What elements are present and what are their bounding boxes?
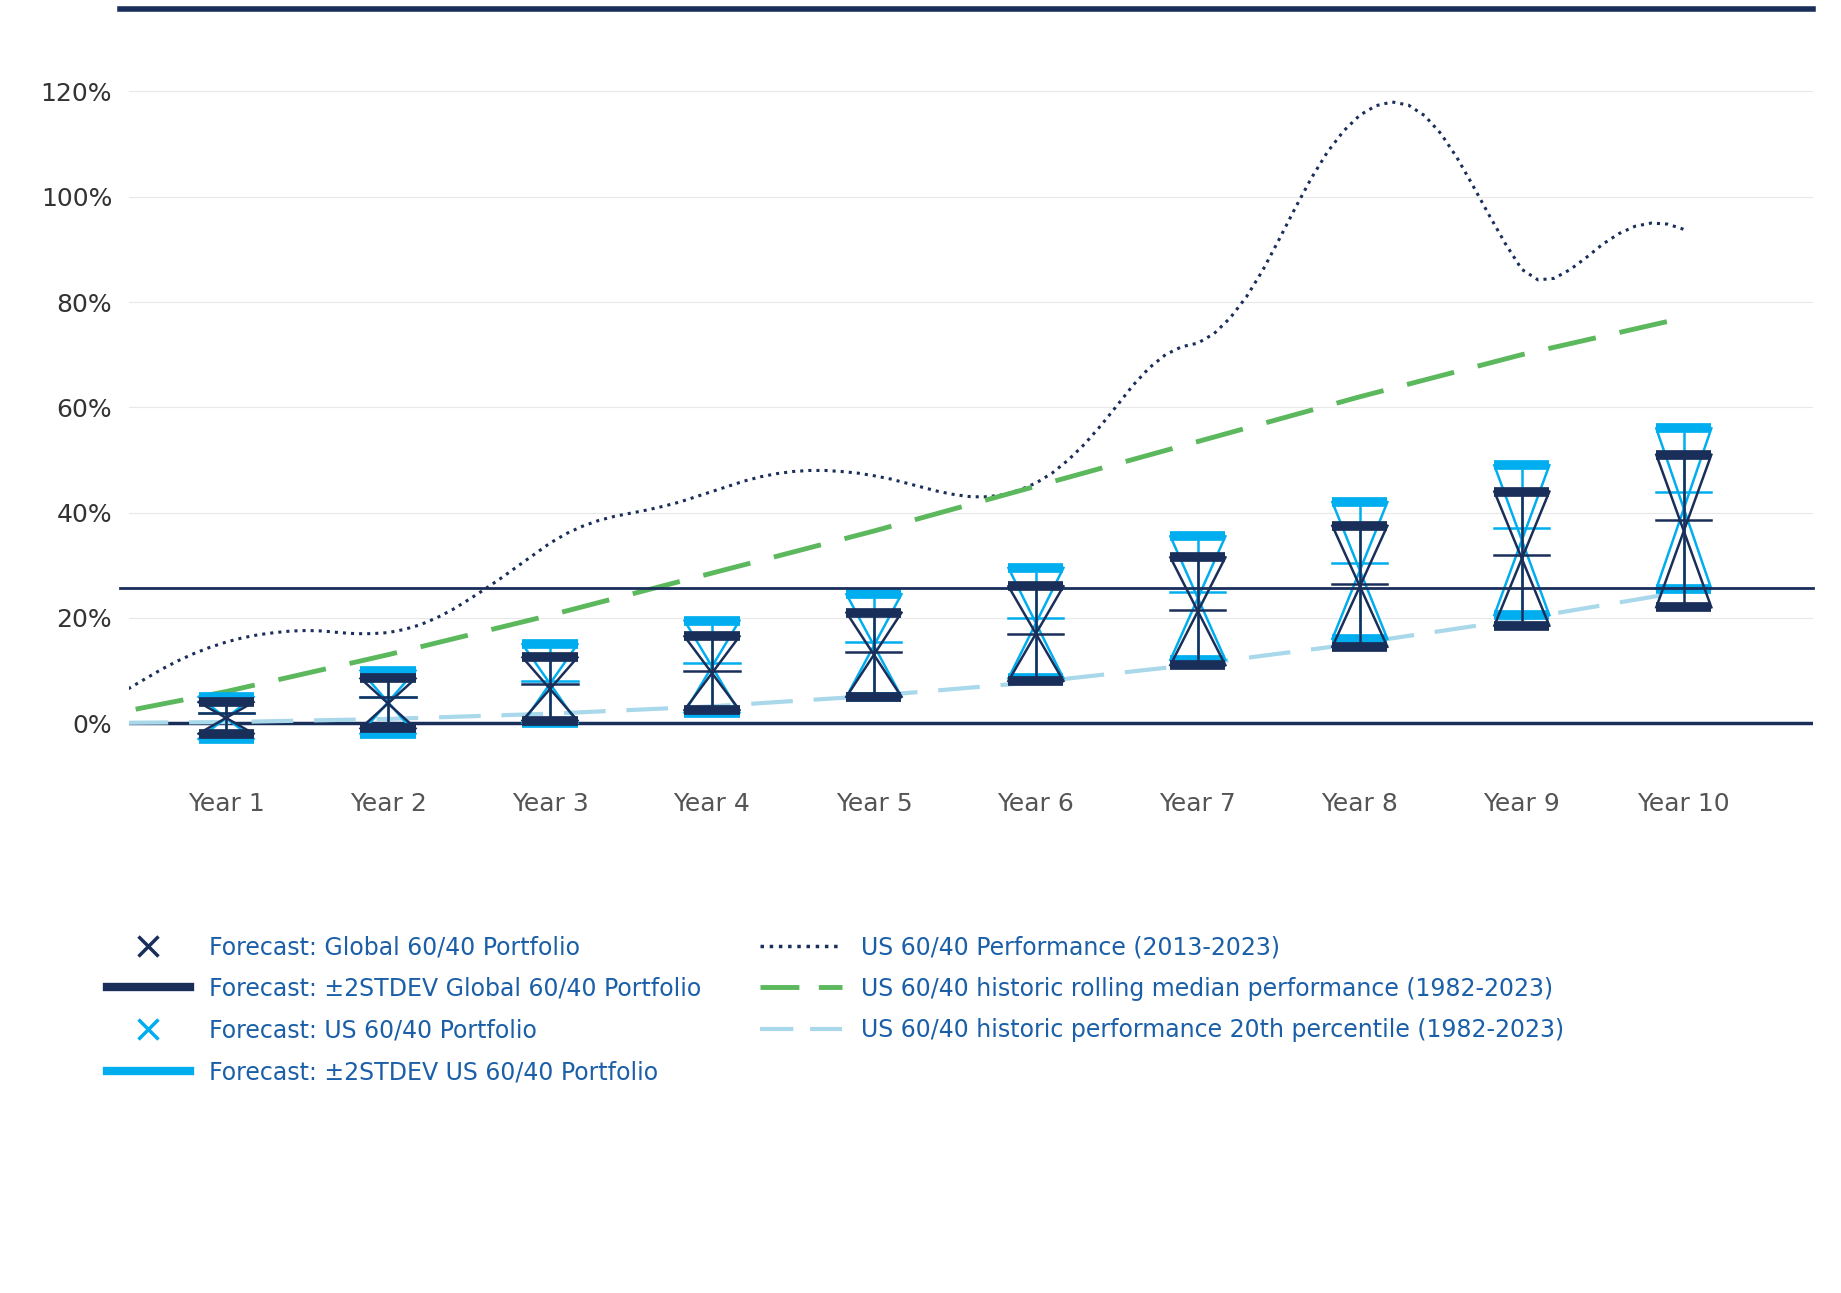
Legend: Forecast: Global 60/40 Portfolio, Forecast: ±2STDEV Global 60/40 Portfolio, Fore: Forecast: Global 60/40 Portfolio, Foreca… bbox=[107, 935, 1565, 1084]
